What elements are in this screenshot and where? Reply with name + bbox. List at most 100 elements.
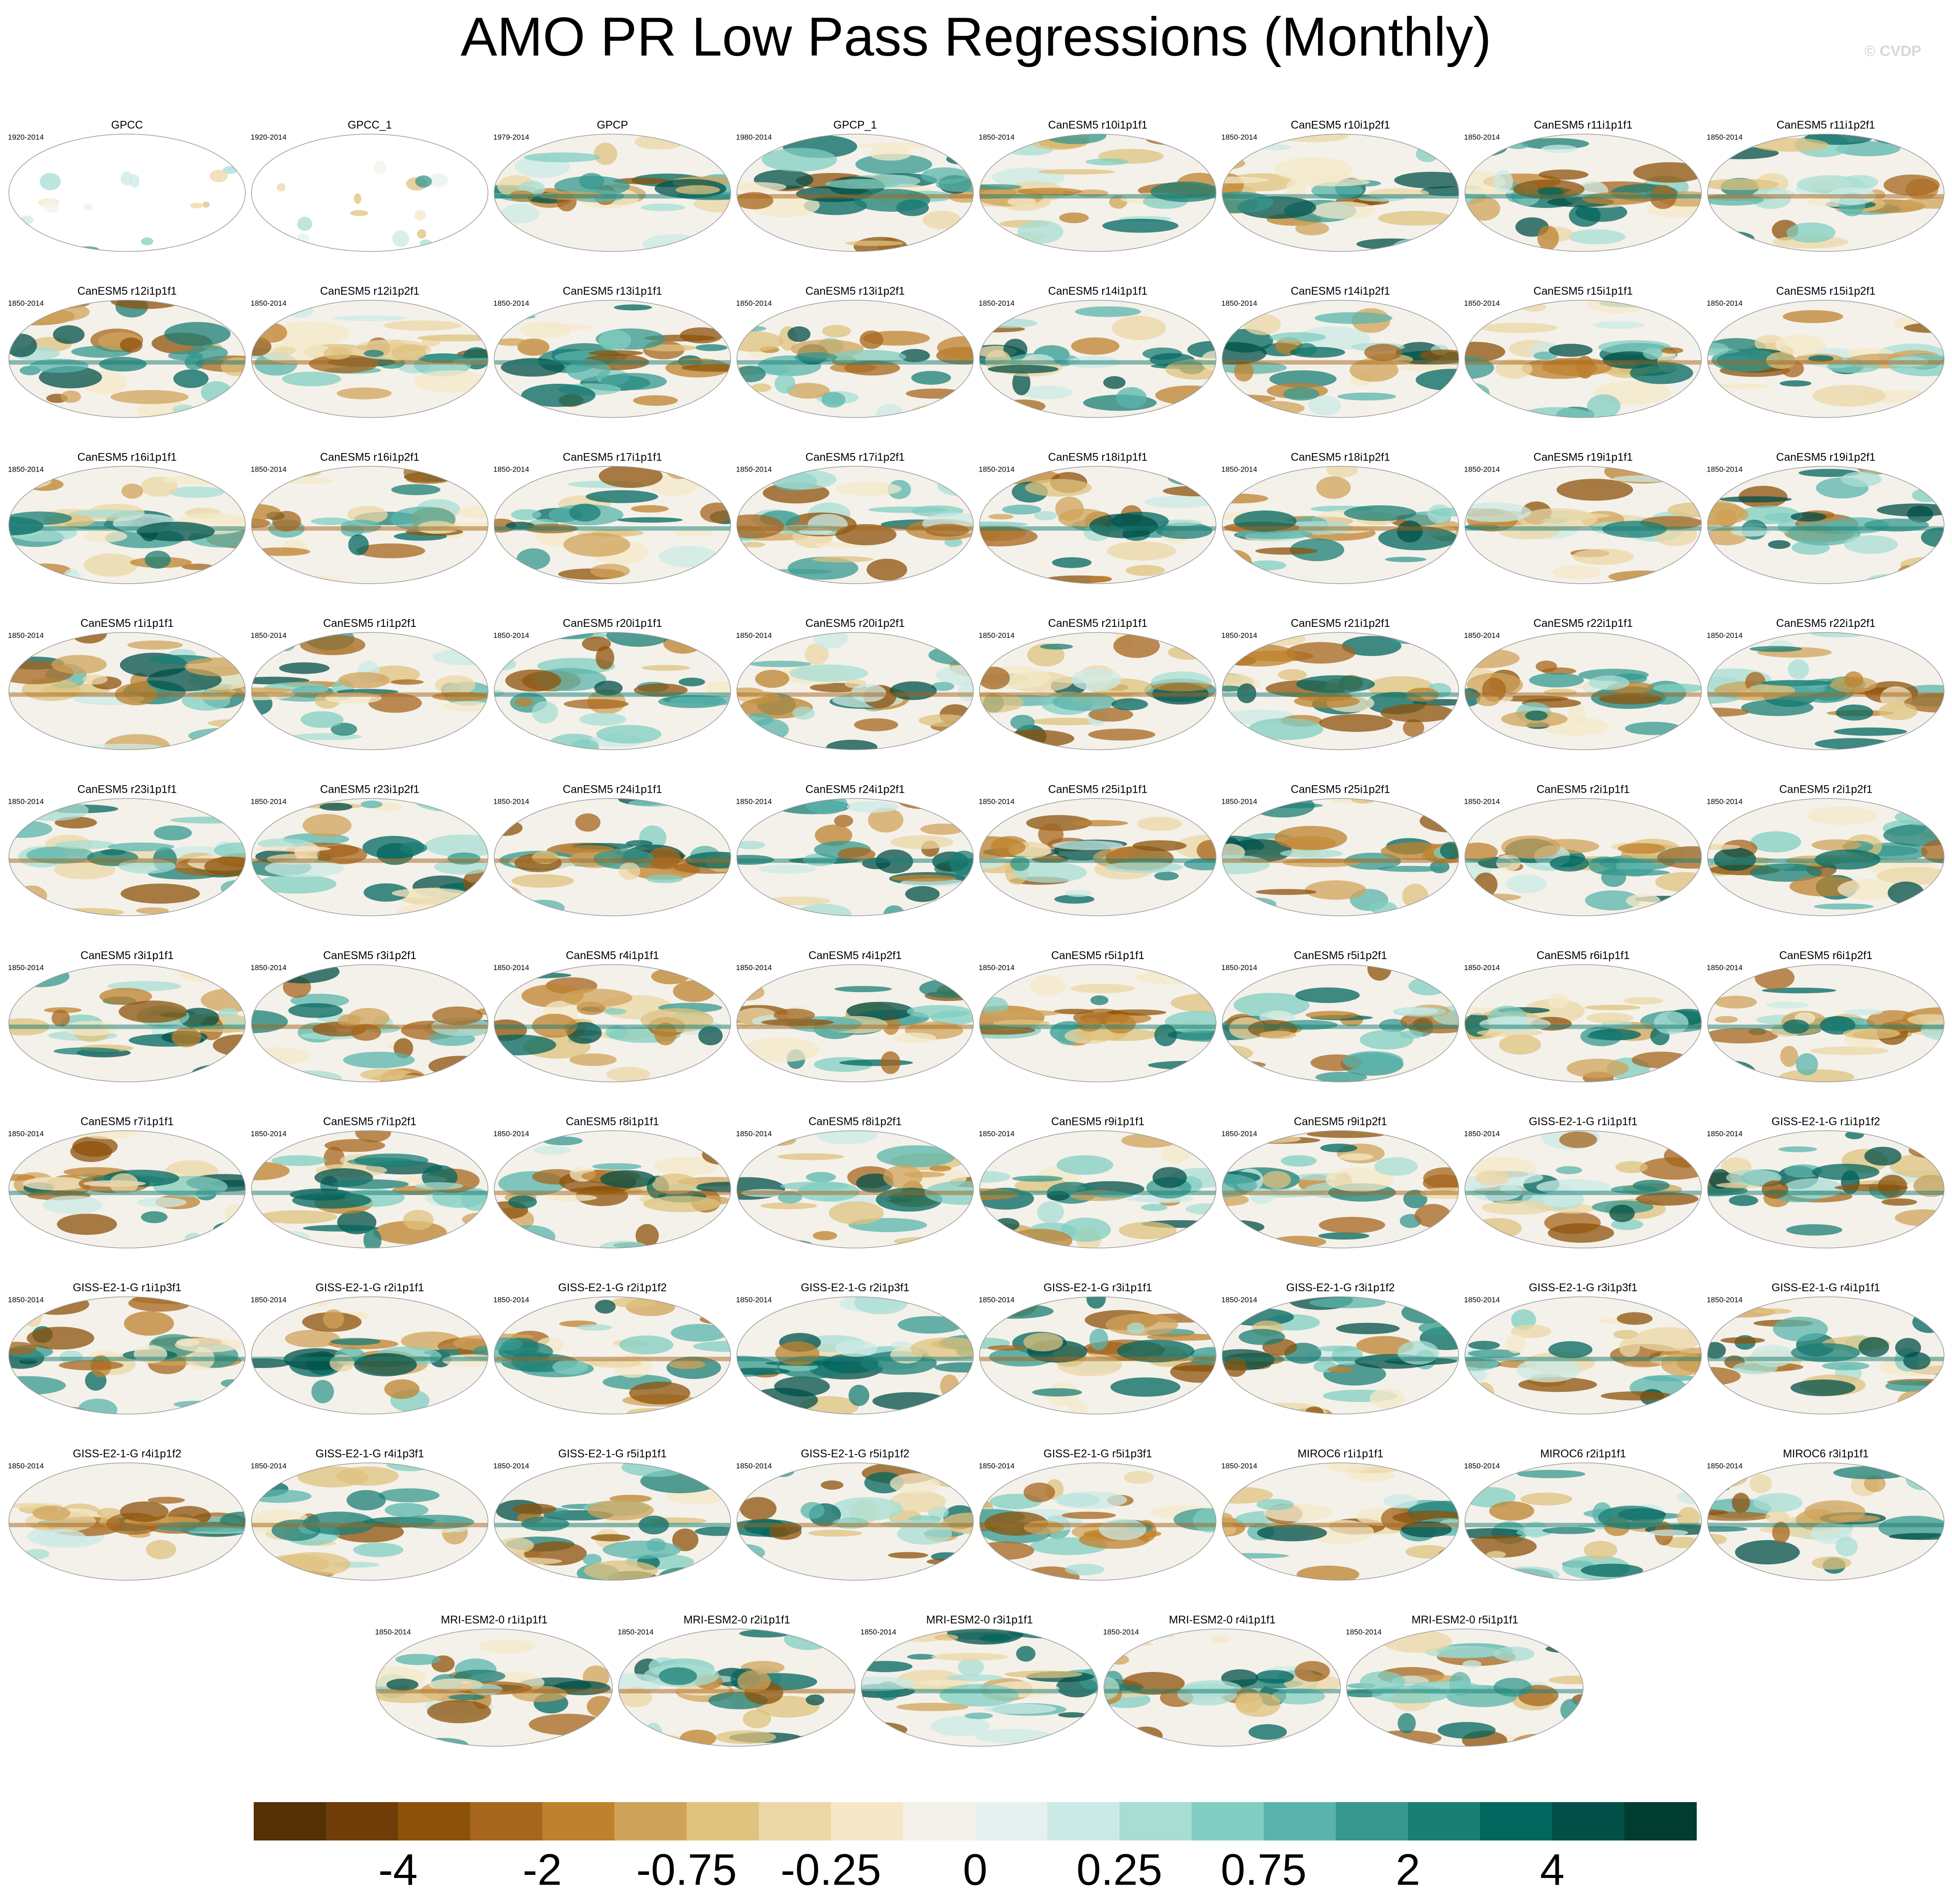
map-blob: [300, 711, 344, 728]
map-outline: [1464, 134, 1702, 252]
map: [980, 134, 1216, 251]
map-blob: [532, 701, 558, 724]
panel-years: 1850-2014: [979, 963, 1014, 972]
map-blob: [883, 1165, 923, 1188]
map-blob: [1290, 538, 1344, 562]
map-blob: [584, 1560, 658, 1580]
panel-title: CanESM5 r12i1p1f1: [77, 285, 176, 297]
map-blob: [252, 971, 290, 985]
map-blob: [1885, 1380, 1938, 1392]
map-blob: [1667, 396, 1692, 416]
map: [737, 964, 973, 1082]
map-blob: [1493, 1646, 1535, 1662]
map-blob: [1282, 1077, 1313, 1082]
map-blob: [188, 727, 245, 744]
map-blob: [1907, 1014, 1944, 1025]
map-blob: [1535, 660, 1558, 673]
map-blob: [252, 1489, 312, 1503]
panel-years: 1850-2014: [1464, 1462, 1500, 1470]
map-blob: [376, 1730, 411, 1747]
map-blob: [853, 236, 908, 251]
map-outline: [251, 134, 488, 252]
map-blob: [1405, 1545, 1450, 1559]
map: [252, 300, 488, 418]
map-blob: [1843, 1009, 1883, 1016]
map-background: [9, 134, 245, 251]
map-blob: [1089, 513, 1158, 538]
map: [252, 632, 488, 750]
map-blob: [676, 574, 731, 584]
map-blob: [194, 1131, 220, 1138]
map-blob: [1465, 843, 1498, 862]
map-blob: [1113, 633, 1160, 658]
map-blob: [980, 836, 1026, 859]
map-blob: [1516, 1358, 1581, 1383]
map-blob: [575, 813, 601, 832]
map-blob: [319, 802, 353, 811]
map-blob: [737, 1368, 790, 1375]
map-blob: [1222, 1487, 1273, 1504]
panel-title: GISS-E2-1-G r1i1p3f1: [73, 1282, 181, 1294]
map: [980, 1463, 1216, 1580]
map-blob: [303, 1225, 379, 1232]
map-blob: [43, 199, 59, 213]
map-blob: [1146, 1333, 1216, 1341]
map-blob: [937, 336, 973, 360]
map-blob: [285, 1330, 340, 1348]
panel-title: MIROC6 r2i1p1f1: [1540, 1448, 1626, 1460]
map-blob: [931, 1474, 973, 1488]
map: [1465, 632, 1701, 750]
map-blob: [737, 1233, 803, 1248]
map-blob: [1222, 402, 1272, 418]
panel-years: 1850-2014: [736, 1129, 772, 1138]
map-blob: [745, 713, 773, 726]
map-blob: [980, 808, 999, 830]
map-blob: [399, 842, 428, 854]
map-blob: [672, 1528, 698, 1552]
map-blob: [173, 405, 196, 415]
map-blob: [1866, 574, 1905, 584]
map-blob: [1318, 1217, 1385, 1233]
panel-title: CanESM5 r24i1p2f1: [805, 783, 905, 796]
map-blob: [1309, 1297, 1386, 1308]
panel-title: GISS-E2-1-G r5i1p1f2: [801, 1448, 909, 1460]
map-blob: [777, 1153, 845, 1160]
panel-years: 1850-2014: [1707, 465, 1742, 473]
map-blob: [980, 521, 1028, 527]
map-blob: [209, 1463, 245, 1475]
panel-years: 1850-2014: [736, 465, 772, 473]
panel-years: 1850-2014: [1221, 299, 1257, 307]
map-blob: [861, 1722, 908, 1738]
map-blob: [931, 682, 954, 691]
map-blob: [1708, 394, 1744, 411]
map-blob: [55, 840, 116, 849]
map-blob: [147, 1496, 185, 1504]
map-blob: [258, 1210, 338, 1224]
map: [1708, 798, 1944, 916]
map-blob: [1248, 1402, 1328, 1414]
map-blob: [1749, 646, 1802, 652]
map-blob: [1326, 466, 1358, 478]
map-blob: [1430, 507, 1459, 517]
panel-title: CanESM5 r9i1p1f1: [1051, 1116, 1144, 1128]
map-blob: [1104, 861, 1183, 873]
map-blob: [1525, 710, 1548, 721]
map-blob: [897, 1523, 952, 1545]
map-blob: [1506, 1334, 1525, 1353]
map-blob: [1708, 1468, 1748, 1488]
map-outline: [1222, 1462, 1459, 1581]
map-blob: [619, 1335, 674, 1355]
map-blob: [604, 1008, 627, 1015]
map-blob: [1023, 1333, 1063, 1352]
map: [1222, 1131, 1459, 1248]
map-outline: [1222, 632, 1459, 750]
map-blob: [1408, 977, 1448, 996]
panel-title: CanESM5 r20i1p2f1: [805, 617, 905, 630]
map-blob: [1320, 1143, 1358, 1153]
map-blob: [1618, 843, 1666, 854]
panel: 1850-2014 GISS-E2-1-G r5i1p3f1: [979, 1448, 1216, 1581]
map-blob: [1403, 719, 1424, 737]
map-blob: [1210, 1635, 1231, 1643]
map-blob: [1327, 1366, 1353, 1373]
map-outline: [979, 134, 1216, 252]
